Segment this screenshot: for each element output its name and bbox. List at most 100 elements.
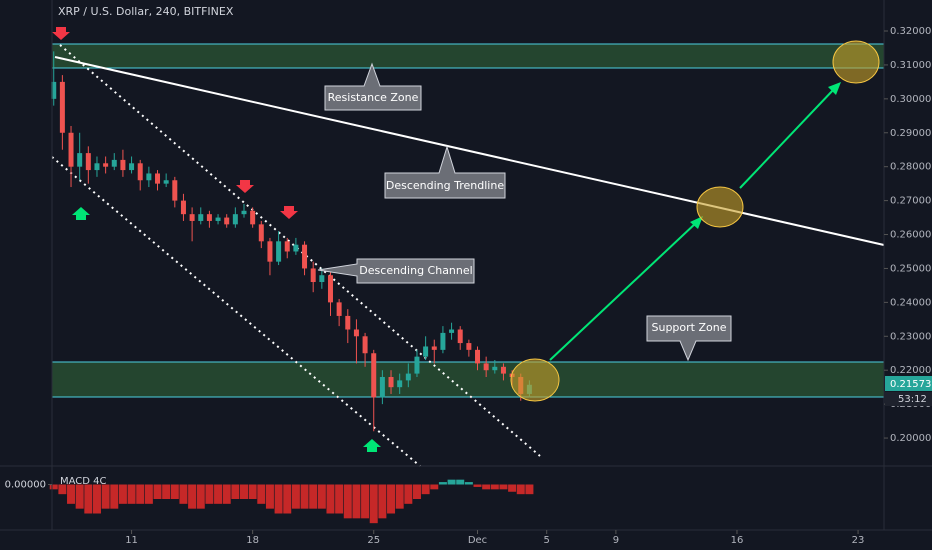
macd-bar [482,484,491,490]
macd-bar [508,484,517,492]
macd-bar [525,484,534,495]
macd-bar [499,484,508,490]
candle-body [440,332,446,350]
candle-body [371,353,377,398]
macd-bar [516,484,525,495]
candle-body [327,275,333,303]
target-circle [696,186,744,228]
macd-bar [352,484,361,519]
candle-body [449,329,455,333]
macd-bar [84,484,93,514]
y-tick-label: 0.00000 [5,480,46,491]
macd-bar [248,484,257,499]
y-tick-label: 0.26000 [890,230,931,241]
candle-body [267,241,273,262]
y-tick-label: 0.22000 [890,365,931,376]
x-tick-label: 23 [852,535,865,546]
callout-text: Descending Trendline [386,179,504,192]
macd-bar [118,484,127,504]
candle-body [198,214,204,221]
callout [384,145,506,199]
candle-body [353,329,359,337]
macd-bar [395,484,404,509]
y-tick-label: 0.25000 [890,263,931,274]
y-tick-label: 0.20000 [890,433,931,444]
callout [646,315,732,362]
candle-body [336,302,342,316]
candle-body [241,210,247,215]
macd-bar [127,484,136,504]
macd-bar [378,484,387,519]
callout-text: Descending Channel [359,264,472,277]
macd-bar [144,484,153,504]
candle-body [466,343,472,350]
arrowhead [828,82,841,95]
candle-body [483,363,489,371]
macd-bar [214,484,223,504]
x-tick-label: 25 [367,535,380,546]
x-tick-label: 16 [731,535,744,546]
y-tick-label: 0.28000 [890,162,931,173]
y-tick-label: 0.31000 [890,60,931,71]
candle-body [319,275,325,283]
x-tick-label: 11 [125,535,138,546]
macd-bar [58,484,67,495]
callout [317,258,475,284]
candle-body [68,132,74,167]
candle-body [284,241,290,252]
countdown-tag [885,392,932,406]
macd-bar [179,484,188,504]
macd-bar [326,484,335,514]
macd-bar [240,484,248,499]
candle-body [111,159,117,167]
candle-body [146,173,152,181]
callout-text: Resistance Zone [328,91,419,104]
countdown: 53:12 [898,394,927,405]
candle-body [388,376,394,388]
trendline [54,56,885,246]
candle-body [397,380,403,388]
macd-bar [430,484,439,490]
target-circle [832,40,880,84]
callout [324,62,422,111]
y-tick-label: 0.24000 [890,297,931,308]
macd-bar [75,484,84,509]
macd-bar [265,484,274,509]
support-zone [52,362,884,397]
macd-bar [257,484,266,504]
candle-body [362,336,368,354]
macd-bar [67,484,76,504]
arrow [739,87,836,189]
arrow [549,221,698,361]
macd-bar [170,484,179,499]
resistance-zone [52,44,884,68]
macd-bar [361,484,370,519]
candle-body [180,200,186,215]
macd-bar [369,484,378,524]
x-tick-label: 18 [246,535,259,546]
candle-body [120,159,126,171]
overlay: Resistance Zone Descending Trendline Des… [52,27,880,452]
price-tag [885,376,932,391]
up-arrow [72,207,90,220]
macd-bar [162,484,171,499]
candle-body [500,366,506,374]
x-tick-label: Dec [468,535,487,546]
macd-bar [205,484,214,504]
macd-bar [283,484,292,514]
up-arrow [363,439,381,452]
candle-body [414,356,420,374]
callout-text: Support Zone [652,321,727,334]
macd-bar [300,484,309,509]
down-arrow [52,27,70,40]
macd-bar [456,479,465,485]
y-tick-label: 0.30000 [890,94,931,105]
candle-body [310,268,316,283]
macd-bar [49,484,58,490]
macd-bar [387,484,396,514]
candle-body [77,153,83,167]
macd-bar [136,484,145,504]
x-tick-label: 5 [544,535,550,546]
macd-bar [274,484,283,514]
